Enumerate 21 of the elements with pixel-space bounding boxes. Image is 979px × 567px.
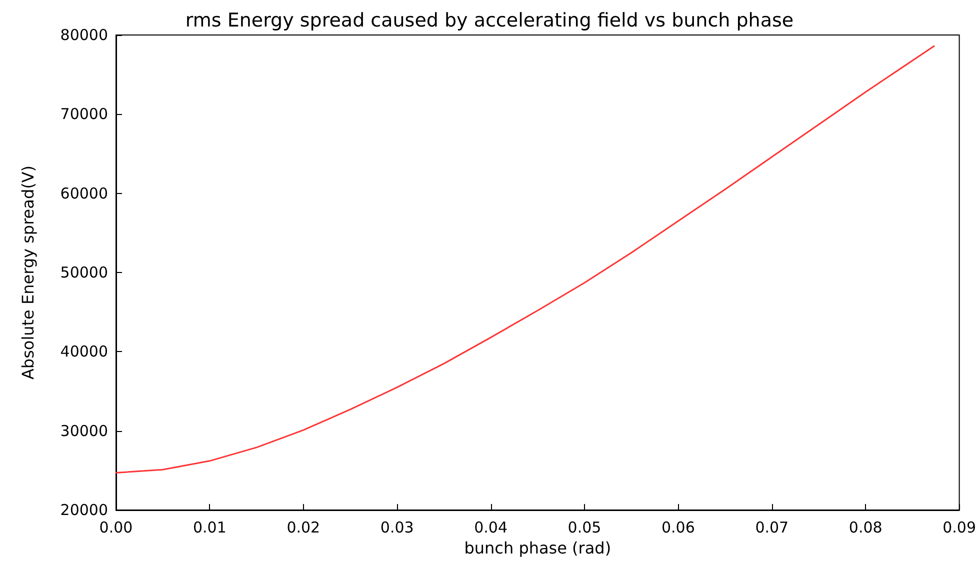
x-tick-label: 0.05 — [568, 518, 602, 536]
chart-title: rms Energy spread caused by accelerating field vs bunch phase — [185, 10, 794, 32]
y-tick-label: 60000 — [60, 184, 108, 202]
y-tick-label: 20000 — [60, 501, 108, 519]
y-tick-label: 40000 — [60, 342, 108, 361]
x-tick-label: 0.03 — [380, 518, 414, 536]
x-tick-label: 0.07 — [755, 518, 789, 536]
line-series — [115, 45, 935, 474]
x-tick-label: 0.00 — [99, 518, 133, 536]
x-tick-label: 0.08 — [848, 518, 882, 536]
x-tick-label: 0.02 — [286, 518, 320, 536]
y-tick-label: 80000 — [60, 26, 108, 44]
x-tick-label: 0.01 — [192, 518, 226, 536]
x-axis-title: bunch phase (rad) — [464, 538, 612, 558]
y-tick-label: 30000 — [60, 422, 108, 440]
x-tick-label: 0.09 — [942, 518, 976, 536]
x-tick-label: 0.06 — [661, 518, 695, 536]
y-tick-label: 70000 — [60, 105, 108, 124]
y-axis-title: Absolute Energy spread(V) — [18, 165, 38, 380]
y-tick-label: 50000 — [60, 264, 108, 282]
x-tick-label: 0.04 — [474, 518, 508, 536]
